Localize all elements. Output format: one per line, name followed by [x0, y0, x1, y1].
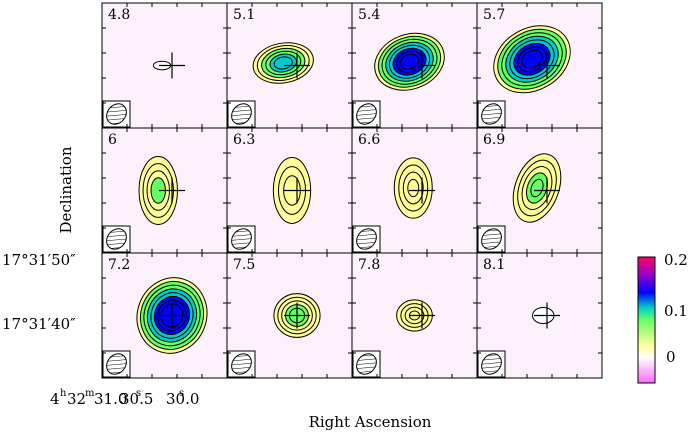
channel-velocity-label: 5.4 [358, 7, 380, 23]
channel-velocity-label: 6.9 [483, 132, 505, 148]
ra-hours: 4 [50, 390, 60, 408]
beam-ellipse [356, 228, 377, 250]
channel-velocity-label: 6.3 [233, 132, 255, 148]
ra-seconds-c: 30.0 [166, 390, 199, 408]
channel-panels: 4.8 5.1 5.4 5.7 6 6.3 6.6 6.9 7.2 7.5 7.8 8.1 [101, 2, 603, 379]
ra-seconds-a: 31.0 [94, 390, 127, 408]
colorbar-tick-label: 0.2 [664, 251, 688, 269]
channel-velocity-label: 4.8 [108, 7, 130, 23]
beam-ellipse [106, 353, 127, 375]
beam-ellipse [106, 228, 127, 250]
ra-seconds-b-unit: s [136, 388, 141, 399]
y-axis-label: Declination [57, 146, 75, 233]
panel-frame [476, 252, 603, 379]
channel-panel: 7.8 [351, 252, 478, 379]
colorbar-gradient [637, 256, 656, 384]
channel-velocity-label: 7.8 [358, 257, 380, 273]
beam-ellipse [231, 353, 252, 375]
ra-minutes: 32 [67, 390, 86, 408]
contour-level [521, 49, 543, 69]
channel-panel: 6.9 [476, 127, 603, 254]
beam-ellipse [231, 103, 252, 125]
colorbar-tick-label: 0 [666, 348, 676, 366]
beam-ellipse [356, 353, 377, 375]
beam-ellipse [231, 228, 252, 250]
dec-tick-label: 17°31′50″ [2, 251, 76, 269]
x-axis-label: Right Ascension [309, 413, 432, 431]
channel-panel: 6 [101, 127, 228, 254]
channel-panel: 5.4 [351, 2, 478, 129]
ra-tick-labels: 4 h 32 m 31.0 30.5 s 30.0 s [50, 388, 199, 408]
channel-velocity-label: 7.2 [108, 257, 130, 273]
channel-panel: 7.5 [226, 252, 353, 379]
channel-panel: 6.3 [226, 127, 353, 254]
channel-velocity-label: 6 [108, 132, 117, 148]
beam-ellipse [106, 103, 127, 125]
beam-ellipse [481, 228, 502, 250]
channel-velocity-label: 5.7 [483, 7, 505, 23]
channel-panel: 5.1 [226, 2, 353, 129]
ra-seconds-b: 30.5 [120, 390, 153, 408]
colorbar: 0.2 0.1 0 [637, 251, 688, 384]
channel-velocity-label: 5.1 [233, 7, 255, 23]
colorbar-tick-label: 0.1 [664, 302, 688, 320]
channel-panel: 6.6 [351, 127, 478, 254]
ra-minutes-unit: m [85, 388, 95, 399]
ra-seconds-c-unit: s [179, 388, 184, 399]
contour-level [407, 178, 420, 198]
channel-panel: 7.2 [101, 252, 228, 379]
beam-ellipse [481, 353, 502, 375]
dec-tick-label: 17°31′40″ [2, 315, 76, 333]
channel-panel: 5.7 [476, 2, 603, 129]
channel-velocity-label: 8.1 [483, 257, 505, 273]
ra-hours-unit: h [60, 388, 67, 399]
channel-panel: 4.8 [101, 2, 228, 129]
channel-panel: 8.1 [476, 252, 603, 379]
beam-ellipse [481, 103, 502, 125]
beam-ellipse [356, 103, 377, 125]
channel-velocity-label: 7.5 [233, 257, 255, 273]
channel-velocity-label: 6.6 [358, 132, 380, 148]
